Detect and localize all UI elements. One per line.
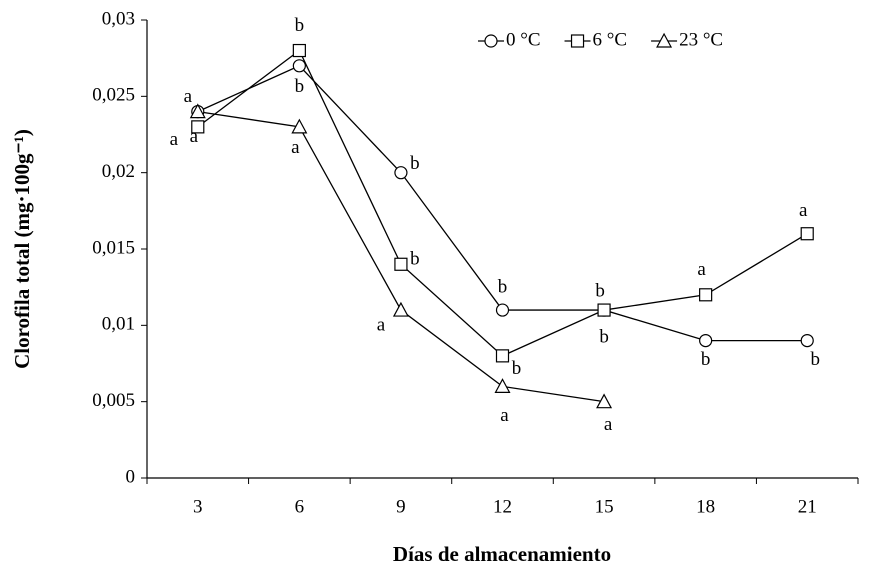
significance-letter: a	[500, 405, 509, 426]
data-point	[291, 118, 308, 134]
y-tick-label: 0,015	[92, 237, 135, 258]
data-point	[800, 334, 814, 348]
significance-letter: b	[295, 76, 305, 97]
significance-letter: a	[170, 129, 179, 150]
x-tick-label: 9	[396, 496, 406, 517]
data-point	[292, 43, 306, 58]
x-tick-label: 18	[696, 496, 715, 517]
x-tick-label: 12	[493, 496, 512, 517]
legend-marker	[570, 34, 585, 48]
y-tick-label: 0,01	[102, 314, 135, 335]
y-tick-label: 0	[126, 466, 136, 487]
x-axis-title: Días de almacenamiento	[393, 542, 611, 566]
significance-letter: b	[512, 358, 522, 379]
significance-letter: a	[291, 137, 300, 158]
significance-letter: b	[410, 249, 420, 270]
legend-marker	[484, 34, 498, 48]
y-tick-label: 0,03	[102, 8, 135, 29]
significance-letter: b	[295, 15, 305, 36]
y-tick-label: 0,005	[92, 390, 135, 411]
significance-letter: b	[498, 276, 508, 297]
significance-letter: a	[697, 259, 706, 280]
data-point	[191, 120, 205, 134]
significance-letter: b	[701, 349, 711, 370]
legend-label: 0 °C	[506, 29, 541, 50]
x-tick-label: 6	[295, 496, 305, 517]
y-tick-label: 0,02	[102, 161, 135, 182]
data-point	[699, 288, 713, 302]
data-point	[495, 303, 510, 317]
data-point	[494, 378, 511, 393]
significance-letter: a	[377, 314, 386, 335]
significance-letter: b	[810, 349, 820, 370]
significance-letter: b	[599, 326, 609, 347]
data-point	[800, 227, 814, 241]
significance-letter: b	[410, 153, 420, 174]
data-point	[699, 334, 713, 348]
legend-marker	[656, 32, 673, 48]
x-tick-label: 3	[193, 496, 203, 517]
y-axis-title: Clorofila total (mg·100g⁻¹)	[10, 129, 34, 369]
data-point	[596, 393, 613, 409]
legend-label: 23 °C	[679, 29, 723, 50]
significance-letter: a	[799, 200, 808, 221]
significance-letter: a	[190, 126, 199, 147]
x-tick-label: 15	[595, 496, 614, 517]
significance-letter: a	[604, 414, 613, 435]
data-point	[597, 303, 611, 317]
data-point	[392, 301, 409, 317]
significance-letter: b	[595, 280, 605, 301]
legend-label: 6 °C	[593, 29, 628, 50]
series-line	[197, 110, 605, 403]
x-tick-label: 21	[798, 496, 817, 517]
data-point	[394, 166, 408, 180]
data-point	[495, 349, 510, 363]
data-point	[292, 59, 306, 73]
significance-letter: a	[184, 86, 193, 107]
data-point	[394, 257, 408, 271]
series-line	[197, 65, 808, 342]
data-point	[189, 103, 206, 119]
y-tick-label: 0,025	[92, 85, 135, 106]
